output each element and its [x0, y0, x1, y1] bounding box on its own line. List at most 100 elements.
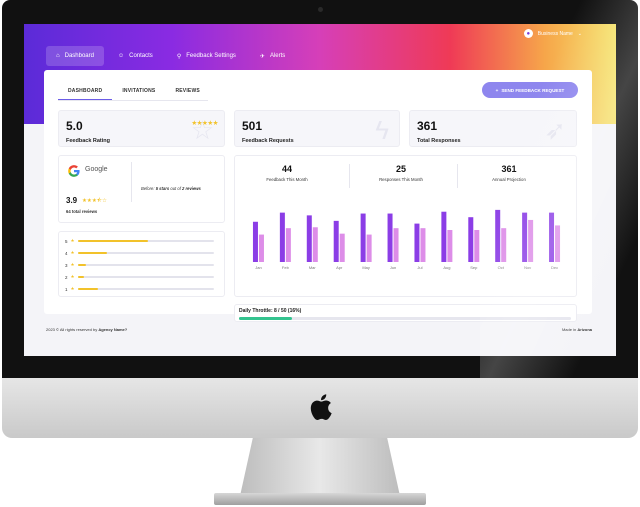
note-stars: 5 stars	[155, 186, 170, 191]
user-name: Business Name	[537, 30, 573, 37]
rating-row: 4 ★	[65, 250, 214, 256]
nav-item-feedback-settings[interactable]: ⚲ Feedback Settings	[167, 46, 246, 66]
rating-row: 3 ★	[65, 262, 214, 268]
bar-jan-series-2	[258, 234, 264, 262]
bar-feb-series-1	[279, 212, 285, 262]
camera	[318, 7, 323, 12]
bar-mar-series-1	[306, 215, 312, 262]
metric-value: 25	[395, 164, 406, 174]
star-icon: ★	[70, 274, 75, 279]
metric-value: 44	[281, 164, 292, 174]
stat-label: Feedback Rating	[66, 138, 111, 144]
x-tick-label: Feb	[282, 265, 290, 270]
google-rating-card: Google Before: 5 stars out of 2 reviews …	[58, 155, 225, 223]
bar-may-series-1	[360, 213, 366, 262]
monthly-chart-card: 44 Feedback This Month 25 Responses This…	[234, 155, 577, 297]
stat-value: 501	[242, 119, 263, 133]
bar-oct-series-1	[495, 209, 501, 262]
x-tick-label: Apr	[336, 265, 343, 270]
monitor-stand-neck	[240, 438, 400, 496]
megaphone-icon: ✈	[259, 53, 265, 60]
x-tick-label: Jun	[390, 265, 396, 270]
bar-jul-series-1	[414, 223, 420, 262]
tab-dashboard[interactable]: DASHBOARD	[58, 84, 113, 100]
rating-row-track	[77, 240, 214, 242]
rating-row-track	[77, 276, 214, 278]
rating-row-fill	[77, 288, 98, 290]
star-icon: ★	[70, 250, 75, 255]
rocket-watermark-icon: ➶	[544, 115, 566, 145]
rating-row-stars: 5	[65, 238, 68, 244]
nav-item-contacts[interactable]: ☺ Contacts	[108, 46, 163, 66]
bar-nov-series-1	[522, 212, 528, 262]
nav-item-alerts[interactable]: ✈ Alerts	[250, 46, 295, 66]
copyright-text: 2023 © All rights reserved by	[46, 327, 98, 332]
throttle-progress-fill	[239, 317, 293, 320]
rating-row-stars: 1	[65, 286, 68, 292]
metric-label: Annual Projection	[492, 177, 526, 182]
bar-jun-series-1	[387, 213, 393, 262]
stat-card-rating: ☆ 5.0 Feedback Rating ★★★★★	[58, 110, 225, 147]
note-reviews: 2 reviews	[182, 186, 201, 191]
nav-item-label: Dashboard	[64, 53, 94, 59]
star-icon: ★	[70, 238, 75, 243]
x-tick-label: Oct	[498, 265, 505, 270]
stat-card-responses: ➶ 361 Total Responses	[409, 110, 577, 147]
user-avatar-icon: ●	[523, 29, 533, 38]
rating-row-fill	[77, 276, 85, 278]
stat-value: 361	[417, 119, 438, 133]
x-tick-label: Nov	[524, 265, 531, 270]
main-panel: DASHBOARD INVITATIONS REVIEWS + SEND FEEDB…	[44, 70, 592, 322]
plus-icon: +	[495, 87, 499, 93]
footer-copyright: 2023 © All rights reserved by Agency Nam…	[46, 327, 127, 332]
rating-stars-icon: ★★★★★	[191, 120, 218, 127]
google-logo-icon	[68, 165, 80, 177]
divider	[131, 162, 132, 202]
google-name: Google	[85, 166, 108, 173]
divider	[457, 164, 458, 188]
metric-label: Responses This Month	[379, 177, 423, 182]
footer-made-in: Made in Arizona	[562, 327, 592, 332]
home-icon: ⌂	[56, 53, 60, 59]
stat-card-requests: ϟ 501 Feedback Requests	[234, 110, 400, 147]
rating-row-fill	[77, 240, 149, 242]
rating-row-track	[77, 288, 214, 290]
rating-row: 2 ★	[65, 274, 214, 280]
google-rating-value: 3.9	[66, 196, 78, 205]
metric-value: 361	[501, 164, 517, 174]
bar-sep-series-1	[468, 217, 474, 262]
lightning-watermark-icon: ϟ	[375, 115, 389, 145]
bar-jun-series-2	[393, 228, 399, 262]
tab-reviews[interactable]: REVIEWS	[175, 88, 200, 94]
bar-jul-series-2	[420, 228, 426, 262]
x-tick-label: Mar	[309, 265, 317, 270]
x-tick-label: Jan	[255, 265, 261, 270]
x-tick-label: Aug	[443, 265, 450, 270]
google-before-note: Before: 5 stars out of 2 reviews	[141, 186, 201, 191]
rating-row: 1 ★	[65, 286, 214, 292]
user-menu[interactable]: ● Business Name ⌄	[523, 29, 582, 38]
stat-value: 5.0	[66, 119, 83, 133]
stat-label: Feedback Requests	[242, 138, 294, 144]
bar-feb-series-2	[285, 228, 291, 262]
nav-item-label: Feedback Settings	[186, 53, 236, 59]
star-icon: ★	[70, 286, 75, 291]
star-watermark-icon: ☆	[190, 115, 214, 145]
rating-row-fill	[77, 252, 108, 254]
bar-apr-series-1	[333, 220, 339, 262]
bar-dec-series-1	[549, 212, 555, 262]
nav-item-dashboard[interactable]: ⌂ Dashboard	[46, 46, 104, 66]
tab-invitations[interactable]: INVITATIONS	[122, 88, 156, 94]
monitor-stand-foot	[214, 493, 426, 505]
bar-oct-series-2	[501, 228, 507, 262]
made-in-location: Arizona	[577, 327, 592, 332]
bar-mar-series-2	[312, 227, 318, 262]
rating-row-stars: 3	[65, 262, 68, 268]
metric-feedback-month: 44 Feedback This Month	[235, 164, 339, 182]
send-feedback-request-button[interactable]: + SEND FEEDBACK REQUEST	[482, 82, 578, 98]
google-total-reviews: 64 total reviews	[66, 209, 98, 214]
bar-sep-series-2	[474, 230, 480, 262]
send-feedback-request-label: SEND FEEDBACK REQUEST	[501, 87, 565, 93]
x-tick-label: Sep	[470, 265, 478, 270]
throttle-label: Daily Throttle: 8 / 50 (16%)	[239, 308, 302, 314]
